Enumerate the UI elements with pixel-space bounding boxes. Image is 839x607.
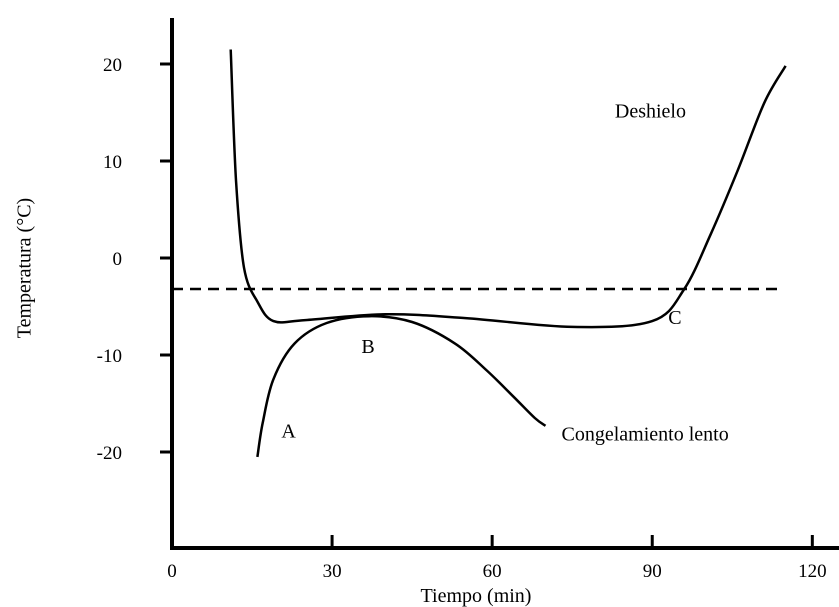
x-ticks: 0 30 60 90 120 xyxy=(167,535,827,582)
y-tick-label: -10 xyxy=(97,346,122,367)
y-tick-label: 20 xyxy=(103,55,122,76)
axes xyxy=(170,18,839,550)
x-tick-label: 120 xyxy=(798,561,827,582)
y-tick-label: 0 xyxy=(113,249,123,270)
annotation-deshielo: Deshielo xyxy=(615,100,686,122)
x-tick-label: 30 xyxy=(323,561,342,582)
series-layer xyxy=(172,49,787,458)
y-tick-label: 10 xyxy=(103,152,122,173)
annotation-c: C xyxy=(668,307,681,329)
series-deshielo-line xyxy=(229,49,787,329)
y-tick-label: -20 xyxy=(97,443,122,464)
annotation-a: A xyxy=(281,420,296,442)
x-axis-title: Tiempo (min) xyxy=(421,585,532,607)
x-tick-label: 90 xyxy=(643,561,662,582)
annotation-congelamiento-lento: Congelamiento lento xyxy=(562,423,729,445)
y-ticks: 20 10 0 -10 -20 xyxy=(97,55,172,464)
y-axis-title: Temperatura (°C) xyxy=(14,198,36,338)
series-congelamiento-lento-line xyxy=(256,314,547,458)
annotation-b: B xyxy=(361,336,374,358)
x-tick-label: 0 xyxy=(167,561,177,582)
annotations: A B C Deshielo Congelamiento lento xyxy=(281,100,728,445)
x-tick-label: 60 xyxy=(483,561,502,582)
